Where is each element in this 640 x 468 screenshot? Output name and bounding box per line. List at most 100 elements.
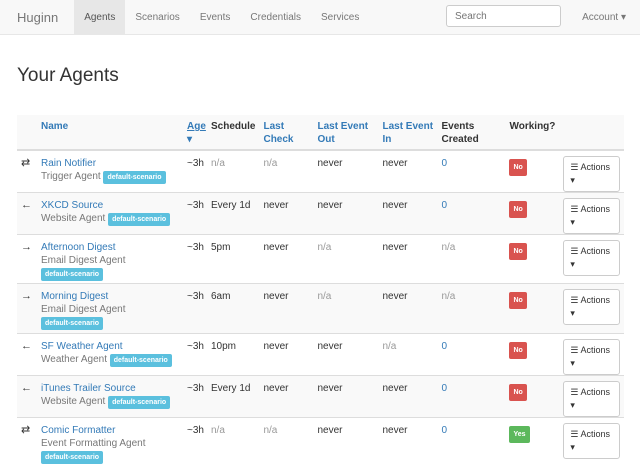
table-row: → Afternoon Digest Email Digest Agent defa… <box>17 234 624 284</box>
events-created-link[interactable]: 0 <box>441 200 448 211</box>
scenario-badge[interactable]: default-scenario <box>41 317 104 330</box>
last-event-out: never <box>313 192 379 235</box>
actions-button[interactable]: ☰ Actions ▾ <box>563 423 620 459</box>
agent-type: Website Agent <box>41 213 106 224</box>
events-created-link[interactable]: 0 <box>441 341 448 352</box>
actions-button[interactable]: ☰ Actions ▾ <box>563 289 620 325</box>
actions-label: Actions ▾ <box>570 387 611 410</box>
agent-name-link[interactable]: Comic Formatter <box>41 425 116 436</box>
nav-credentials[interactable]: Credentials <box>250 11 301 23</box>
last-event-out: never <box>313 149 379 193</box>
list-icon: ☰ <box>570 204 579 214</box>
schedule: 5pm <box>209 234 260 284</box>
events-created: n/a <box>441 291 456 302</box>
last-check: never <box>259 375 314 418</box>
working-status-badge: No <box>509 201 527 218</box>
list-icon: ☰ <box>570 345 579 355</box>
scenario-badge[interactable]: default-scenario <box>108 213 171 226</box>
scenario-badge[interactable]: default-scenario <box>41 268 104 281</box>
col-last-event-out[interactable]: Last Event Out <box>313 115 379 151</box>
list-icon: ☰ <box>570 429 579 439</box>
actions-button[interactable]: ☰ Actions ▾ <box>563 198 620 234</box>
search-input[interactable] <box>446 5 561 27</box>
actions-label: Actions ▾ <box>570 429 611 452</box>
age: ~3h <box>183 333 209 376</box>
scenario-badge[interactable]: default-scenario <box>109 354 172 367</box>
last-check: never <box>259 283 314 334</box>
events-created-link[interactable]: 0 <box>441 425 448 436</box>
working-status-badge: No <box>509 243 527 260</box>
last-event-in: never <box>378 234 438 284</box>
last-event-in: n/a <box>378 333 438 376</box>
col-age[interactable]: Age <box>187 121 206 132</box>
last-event-in: never <box>378 283 438 334</box>
schedule: 6am <box>209 283 260 334</box>
agent-direction-icon: ⇄ <box>17 417 37 468</box>
last-event-out: n/a <box>313 234 379 284</box>
actions-label: Actions ▾ <box>570 345 611 368</box>
table-row: ← XKCD Source Website Agent default-scena… <box>17 192 624 235</box>
agent-type: Trigger Agent <box>41 171 101 182</box>
schedule: 10pm <box>209 333 260 376</box>
events-created-link[interactable]: 0 <box>441 383 448 394</box>
actions-button[interactable]: ☰ Actions ▾ <box>563 339 620 375</box>
nav-scenarios[interactable]: Scenarios <box>135 11 180 23</box>
brand[interactable]: Huginn <box>17 9 59 25</box>
nav-agents[interactable]: Agents <box>74 0 126 35</box>
last-check: n/a <box>259 149 314 193</box>
agent-type: Weather Agent <box>41 354 107 365</box>
agent-direction-icon: ⇄ <box>17 149 37 193</box>
account-dropdown[interactable]: Account ▾ <box>582 12 626 23</box>
navbar: Huginn Agents Scenarios Events Credentia… <box>0 0 640 35</box>
agents-table: Name Age ▾ Schedule Last Check Last Even… <box>17 115 624 468</box>
agent-name-link[interactable]: XKCD Source <box>41 200 104 211</box>
list-icon: ☰ <box>570 246 579 256</box>
actions-label: Actions ▾ <box>570 162 611 185</box>
last-check: never <box>259 234 314 284</box>
list-icon: ☰ <box>570 295 579 305</box>
agent-name-link[interactable]: Afternoon Digest <box>41 242 116 253</box>
agent-direction-icon: → <box>17 234 37 284</box>
nav-events[interactable]: Events <box>199 11 231 23</box>
last-event-in: never <box>378 417 438 468</box>
working-status-badge: No <box>509 159 527 176</box>
agent-type: Event Formatting Agent <box>41 438 146 449</box>
agent-direction-icon: → <box>17 283 37 334</box>
scenario-badge[interactable]: default-scenario <box>108 396 171 409</box>
age: ~3h <box>183 417 209 468</box>
working-status-badge: No <box>509 384 527 401</box>
actions-button[interactable]: ☰ Actions ▾ <box>563 381 620 417</box>
col-last-check[interactable]: Last Check <box>259 115 314 151</box>
agent-name-link[interactable]: SF Weather Agent <box>41 341 123 352</box>
events-created-link[interactable]: 0 <box>441 158 448 169</box>
schedule: n/a <box>209 149 260 193</box>
age: ~3h <box>183 283 209 334</box>
actions-button[interactable]: ☰ Actions ▾ <box>563 156 620 192</box>
list-icon: ☰ <box>570 162 579 172</box>
last-event-out: n/a <box>313 283 379 334</box>
actions-button[interactable]: ☰ Actions ▾ <box>563 240 620 276</box>
last-check: never <box>259 192 314 235</box>
working-status-badge: Yes <box>509 426 530 443</box>
col-last-event-in[interactable]: Last Event In <box>378 115 438 151</box>
agent-name-link[interactable]: Morning Digest <box>41 291 109 302</box>
last-check: n/a <box>259 417 314 468</box>
last-event-out: never <box>313 417 379 468</box>
age: ~3h <box>183 234 209 284</box>
schedule: Every 1d <box>209 192 260 235</box>
scenario-badge[interactable]: default-scenario <box>103 171 166 184</box>
last-event-in: never <box>378 192 438 235</box>
nav-services[interactable]: Services <box>320 11 360 23</box>
sort-icon: ▾ <box>187 134 193 145</box>
last-check: never <box>259 333 314 376</box>
agent-name-link[interactable]: Rain Notifier <box>41 158 97 169</box>
scenario-badge[interactable]: default-scenario <box>41 451 104 464</box>
col-events-created: Events Created <box>437 115 506 151</box>
age: ~3h <box>183 375 209 418</box>
age: ~3h <box>183 192 209 235</box>
last-event-out: never <box>313 333 379 376</box>
col-name[interactable]: Name <box>37 115 183 151</box>
agent-name-link[interactable]: iTunes Trailer Source <box>41 383 136 394</box>
agent-direction-icon: ← <box>17 192 37 235</box>
col-schedule: Schedule <box>209 115 260 151</box>
